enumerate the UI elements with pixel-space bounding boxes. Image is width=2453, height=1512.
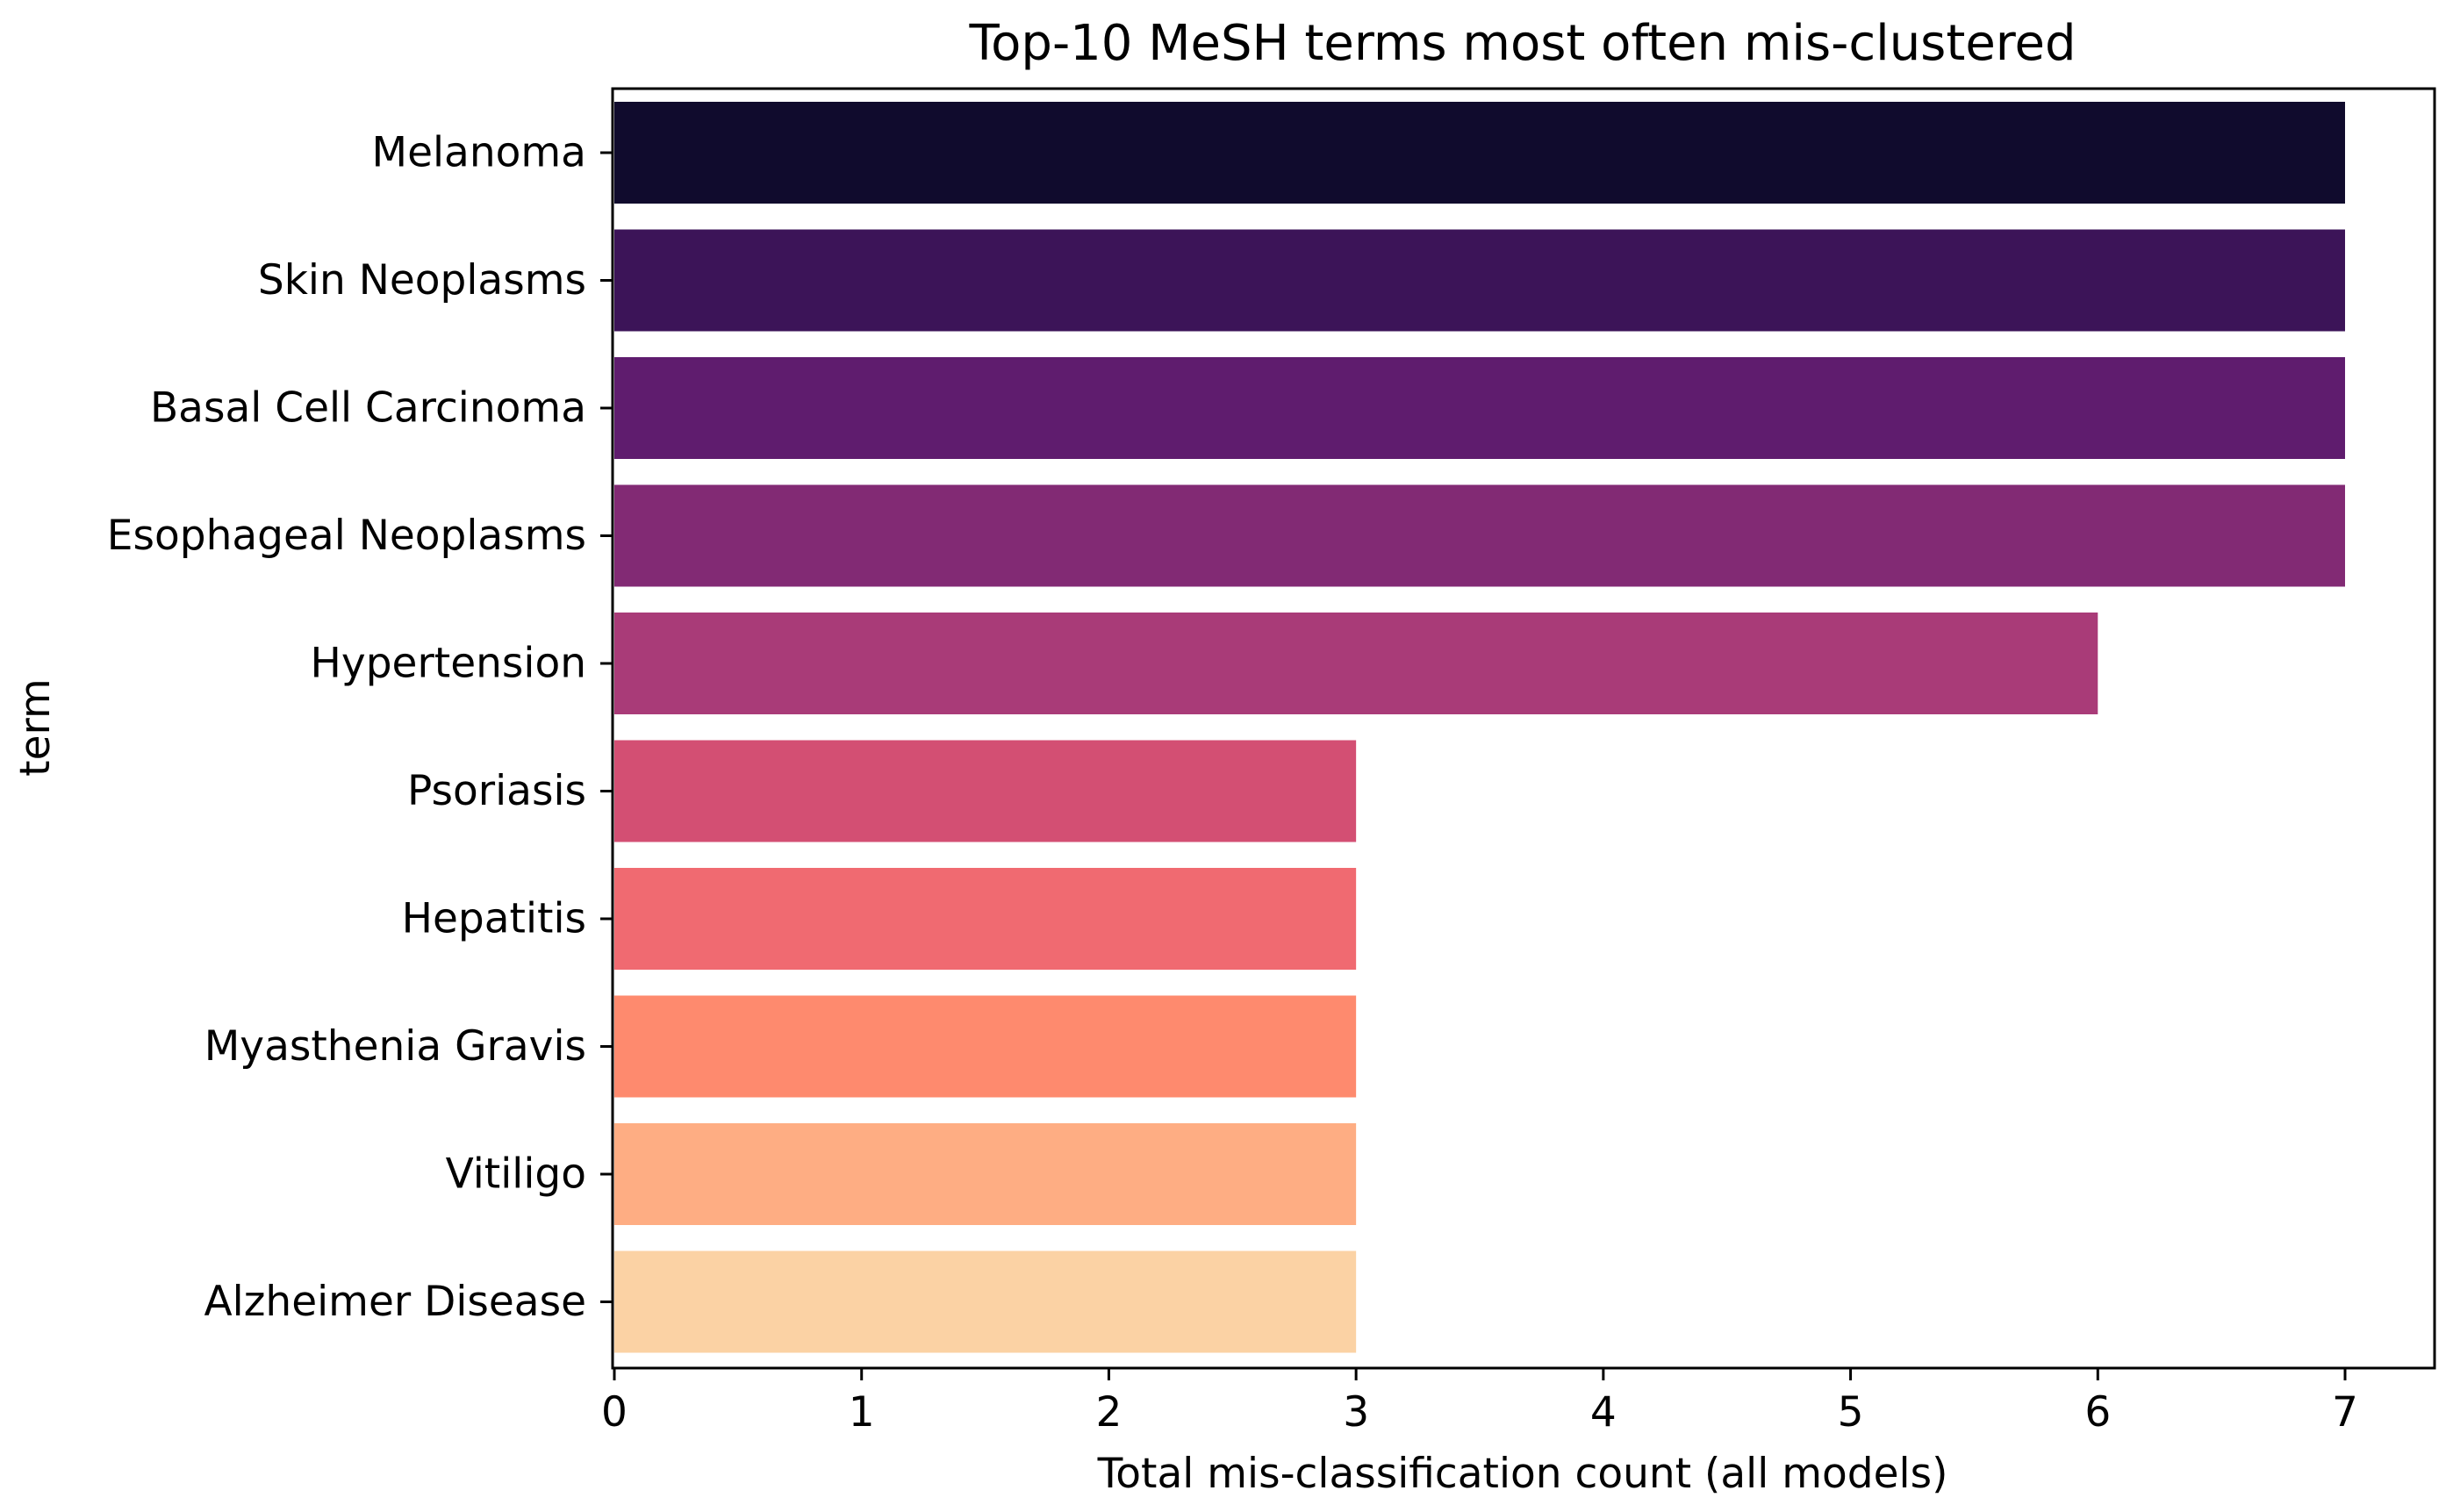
y-tick-label: Psoriasis (407, 767, 586, 815)
y-tick-label: Esophageal Neoplasms (107, 512, 586, 560)
x-tick-label: 3 (1343, 1388, 1369, 1437)
x-tick-label: 4 (1590, 1388, 1617, 1437)
y-tick-label: Skin Neoplasms (258, 256, 586, 305)
y-tick-label: Basal Cell Carcinoma (150, 384, 586, 433)
bar-basal-cell-carcinoma (614, 357, 2345, 459)
y-tick-label: Myasthenia Gravis (204, 1022, 586, 1071)
bar-psoriasis (614, 740, 1357, 842)
bar-myasthenia-gravis (614, 995, 1357, 1098)
x-axis-ticks: 0 1 2 3 4 5 6 7 (601, 1368, 2358, 1437)
x-tick-label: 1 (849, 1388, 875, 1437)
x-tick-label: 0 (601, 1388, 628, 1437)
bars-group (614, 102, 2345, 1353)
bar-vitiligo (614, 1123, 1357, 1225)
x-axis-label: Total mis-classification count (all mode… (1097, 1450, 1948, 1498)
y-tick-label: Vitiligo (446, 1150, 586, 1199)
plot-frame (611, 87, 2436, 1370)
y-axis-ticks: Melanoma Skin Neoplasms Basal Cell Carcino… (107, 129, 613, 1326)
x-tick-label: 6 (2084, 1388, 2111, 1437)
bar-hepatitis (614, 868, 1357, 970)
bar-alzheimer-disease (614, 1250, 1357, 1353)
bar-hypertension (614, 613, 2098, 714)
y-tick-label: Hypertension (311, 640, 586, 688)
x-tick-label: 7 (2332, 1388, 2358, 1437)
bar-melanoma (614, 102, 2345, 204)
chart-title: Top-10 MeSH terms most often mis-cluster… (968, 15, 2076, 72)
bar-skin-neoplasms (614, 229, 2345, 332)
x-tick-label: 2 (1095, 1388, 1122, 1437)
x-tick-label: 5 (1838, 1388, 1864, 1437)
y-tick-label: Alzheimer Disease (204, 1278, 586, 1326)
y-tick-label: Melanoma (372, 129, 586, 177)
y-axis-label: term (11, 678, 60, 777)
bar-esophageal-neoplasms (614, 484, 2345, 587)
y-tick-label: Hepatitis (402, 895, 586, 943)
